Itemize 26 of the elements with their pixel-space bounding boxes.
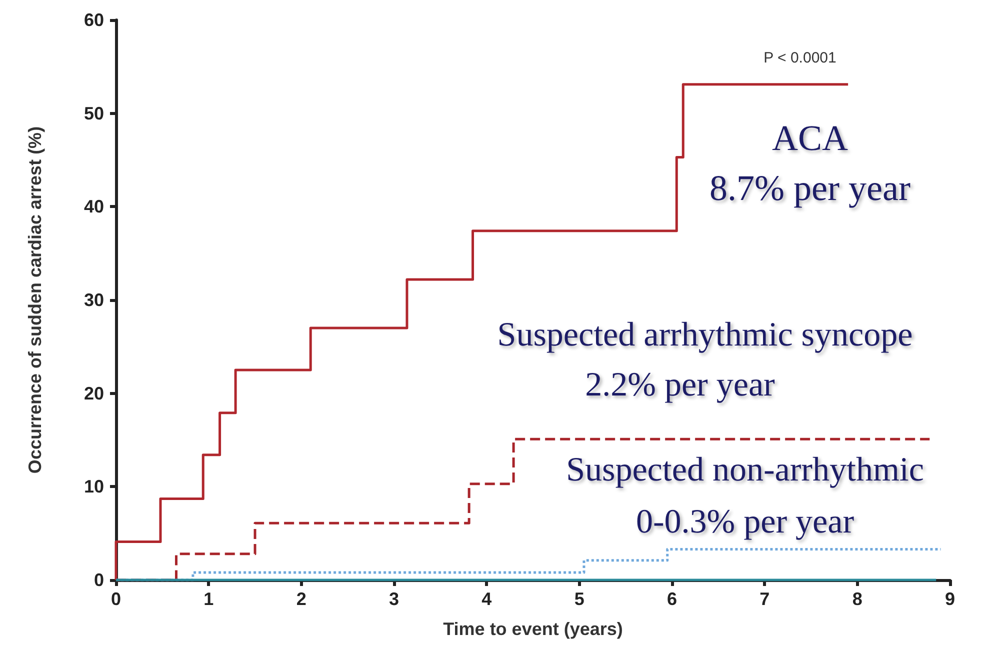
annotation: Suspected arrhythmic syncope (497, 316, 913, 354)
annotation: 0-0.3% per year (636, 504, 855, 540)
x-tick-label: 9 (944, 589, 956, 609)
y-tick-label: 50 (84, 103, 104, 124)
x-tick-label: 4 (482, 589, 492, 609)
annotation: 8.7% per year (710, 168, 910, 208)
y-tick-label: 20 (84, 383, 104, 404)
x-tick-label: 3 (388, 589, 400, 609)
x-tick-label: 5 (574, 589, 584, 609)
y-tick-label: 30 (84, 290, 104, 310)
x-tick-label: 0 (110, 589, 122, 609)
y-tick-label: 0 (94, 570, 104, 590)
y-axis-title: Occurrence of sudden cardiac arrest (%) (25, 126, 45, 474)
annotation: ACA (772, 118, 848, 158)
x-tick-label: 6 (666, 589, 678, 609)
y-tick-label: 40 (84, 196, 104, 217)
y-tick-label: 10 (84, 476, 104, 497)
x-tick-label: 2 (296, 589, 306, 609)
annotation: 2.2% per year (585, 366, 776, 404)
annotation: Suspected non-arrhythmic (566, 452, 924, 488)
x-tick-label: 7 (760, 589, 770, 609)
x-tick-label: 8 (852, 589, 862, 609)
x-tick-label: 1 (204, 589, 214, 609)
x-axis-title: Time to event (years) (443, 619, 623, 639)
y-tick-label: 60 (84, 10, 104, 30)
annotation: P < 0.0001 (764, 50, 836, 66)
